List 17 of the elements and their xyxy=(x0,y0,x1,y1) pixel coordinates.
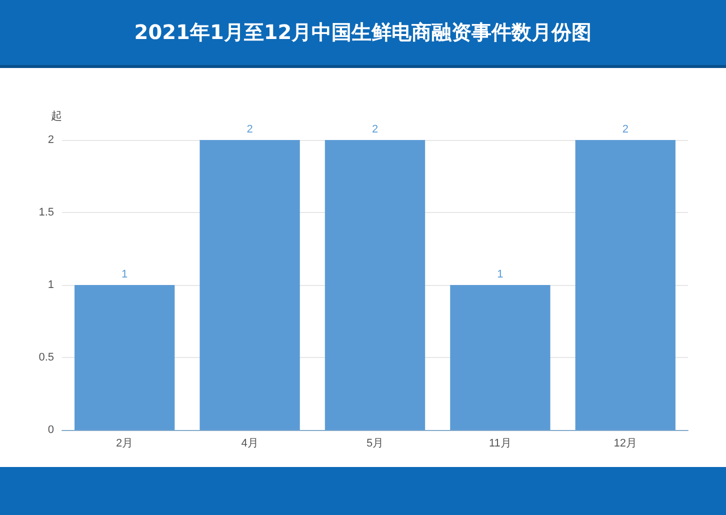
x-tick-label: 5月 xyxy=(366,438,384,450)
y-tick-label: 0.5 xyxy=(38,352,54,364)
data-label: 2 xyxy=(372,124,378,136)
y-tick-label: 2 xyxy=(48,134,54,146)
data-label: 2 xyxy=(246,124,253,136)
y-axis-title: 起 xyxy=(51,110,62,122)
data-label: 1 xyxy=(122,268,128,280)
x-tick-label: 12月 xyxy=(614,438,638,450)
y-tick-label: 0 xyxy=(48,424,54,436)
y-tick-label: 1.5 xyxy=(38,206,54,218)
y-tick-label: 1 xyxy=(48,279,54,291)
x-tick-label: 11月 xyxy=(488,438,512,450)
chart-title: 2021年1月至12月中国生鲜电商融资事件数月份图 xyxy=(0,0,726,68)
x-tick-label: 2月 xyxy=(116,438,134,450)
x-tick-label: 4月 xyxy=(241,438,258,450)
data-label: 2 xyxy=(622,124,628,136)
data-label: 1 xyxy=(497,268,504,280)
